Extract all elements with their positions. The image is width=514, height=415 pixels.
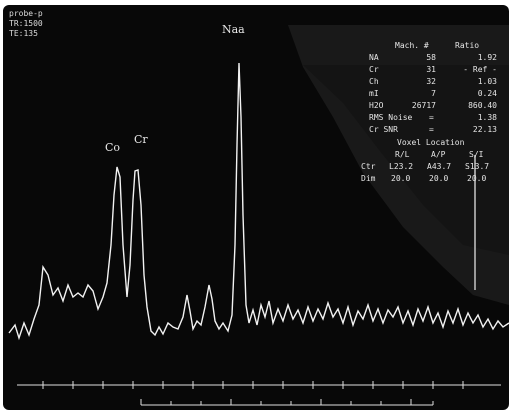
table-head-ratio: Ratio — [455, 41, 480, 50]
peak-label-co: Co — [105, 141, 121, 154]
ppm-axis-ticks — [42, 381, 464, 389]
probe-label: probe-p — [9, 9, 43, 18]
row-ratio: 1.92 — [477, 53, 497, 62]
row-value: 58 — [426, 53, 436, 62]
row-value: 26717 — [411, 101, 436, 110]
dim-si: 20.0 — [467, 174, 487, 183]
cr-snr-label: Cr SNR — [369, 125, 398, 134]
row-name: Cr — [369, 65, 379, 74]
peak-label-cr: Cr — [134, 133, 148, 146]
row-value: 32 — [426, 77, 436, 86]
secondary-scale-ticks — [140, 399, 434, 405]
rms-noise-value: 1.38 — [477, 113, 497, 122]
voxel-location-title: Voxel Location — [397, 138, 465, 147]
dim-label: Dim — [361, 174, 376, 183]
row-ratio: - Ref - — [463, 65, 497, 74]
ctr-ap: A43.7 — [427, 162, 452, 171]
row-name: NA — [369, 53, 379, 62]
dim-rl: 20.0 — [391, 174, 411, 183]
overlay-region-inner — [303, 65, 509, 255]
voxel-head-ap: A/P — [431, 150, 446, 159]
rms-noise-label: RMS Noise — [369, 113, 413, 122]
tr-label: TR:1500 — [9, 19, 43, 28]
snr-equals: = — [429, 125, 434, 134]
voxel-head-si: S/I — [469, 150, 484, 159]
row-name: H2O — [369, 101, 384, 110]
row-ratio: 860.40 — [468, 101, 497, 110]
ctr-rl: L23.2 — [389, 162, 414, 171]
row-ratio: 0.24 — [477, 89, 497, 98]
te-label: TE:135 — [9, 29, 38, 38]
spectrum-trace — [8, 62, 509, 341]
row-value: 31 — [426, 65, 436, 74]
row-value: 7 — [431, 89, 436, 98]
ctr-label: Ctr — [361, 162, 376, 171]
peak-label-naa: Naa — [222, 23, 245, 36]
ctr-si: S13.7 — [465, 162, 490, 171]
row-name: mI — [369, 89, 379, 98]
spectroscopy-display: probe-p TR:1500 TE:135 — [3, 5, 509, 410]
row-ratio: 1.03 — [477, 77, 497, 86]
voxel-head-rl: R/L — [395, 150, 410, 159]
row-name: Ch — [369, 77, 379, 86]
rms-equals: = — [429, 113, 434, 122]
spectrum-plot — [8, 25, 509, 406]
dim-ap: 20.0 — [429, 174, 449, 183]
cr-snr-value: 22.13 — [472, 125, 497, 134]
table-head-mach: Mach. # — [395, 41, 429, 50]
